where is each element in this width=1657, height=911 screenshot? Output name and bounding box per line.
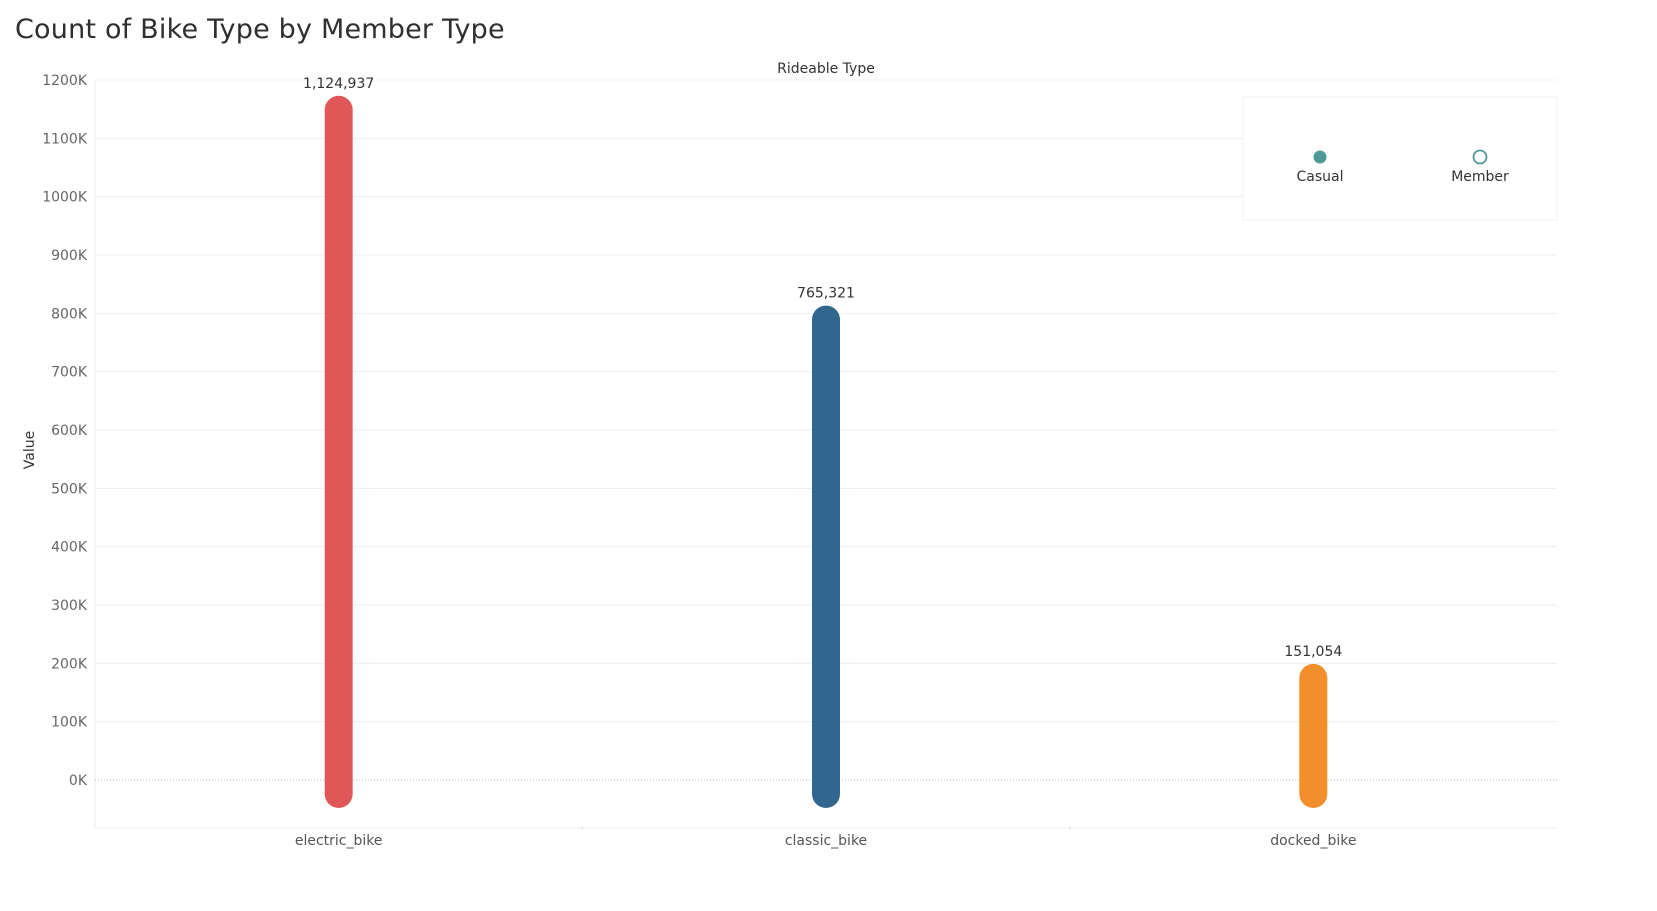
y-tick-label: 300K: [51, 598, 88, 614]
y-tick-label: 700K: [51, 365, 88, 381]
y-axis-label: Value: [22, 431, 38, 469]
y-tick-label: 600K: [51, 423, 88, 439]
legend: Casual Member: [1242, 96, 1558, 221]
chart-title: Count of Bike Type by Member Type: [15, 14, 505, 45]
y-tick-label: 200K: [51, 656, 88, 672]
y-tick-label: 1200K: [42, 73, 88, 89]
data-label-classic_bike: 765,321: [797, 286, 855, 302]
column-header: Rideable Type: [777, 61, 875, 77]
y-tick-label: 1000K: [42, 190, 88, 206]
y-tick-label: 500K: [51, 481, 88, 497]
y-tick-label: 400K: [51, 540, 88, 556]
category-label-electric_bike: electric_bike: [295, 833, 383, 849]
legend-label-member: Member: [1451, 169, 1509, 185]
legend-marker-member: [1472, 149, 1488, 165]
legend-box: [1242, 96, 1558, 221]
category-labels: electric_bike classic_bike docked_bike: [295, 833, 1357, 849]
y-axis-ticks: 0K 100K 200K 300K 400K 500K 600K 700K 800K 900K 10…: [42, 73, 88, 789]
category-label-classic_bike: classic_bike: [785, 833, 867, 849]
bars: [324, 95, 1328, 808]
data-label-electric_bike: 1,124,937: [303, 76, 374, 92]
y-tick-label: 100K: [51, 715, 88, 731]
y-tick-label: 900K: [51, 248, 88, 264]
y-tick-label: 0K: [69, 773, 88, 789]
data-label-docked_bike: 151,054: [1284, 644, 1342, 660]
legend-label-casual: Casual: [1297, 169, 1344, 185]
y-tick-label: 800K: [51, 306, 88, 322]
category-label-docked_bike: docked_bike: [1270, 833, 1356, 849]
y-tick-label: 1100K: [42, 131, 88, 147]
legend-marker-casual: [1313, 150, 1327, 164]
data-labels: 1,124,937 765,321 151,054: [303, 76, 1342, 660]
